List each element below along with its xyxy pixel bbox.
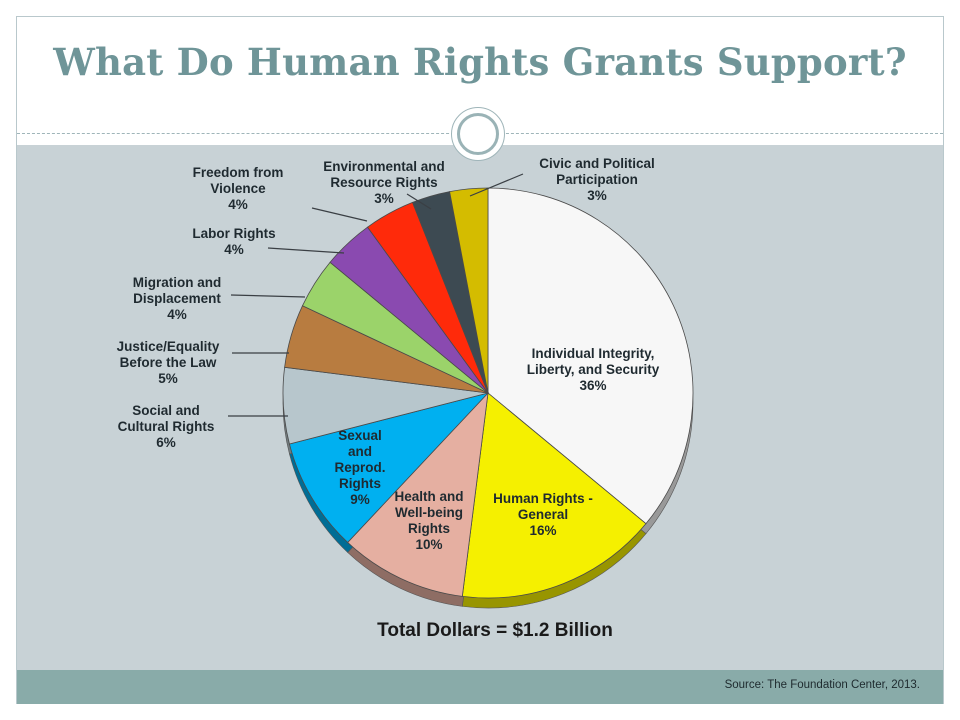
pie-slice-health-and-well-being-rights: [347, 391, 489, 597]
pie-slice-sexual-and-reprod-rights: [288, 392, 490, 544]
footer-band: [17, 670, 943, 704]
decorative-ring-inner: [457, 113, 499, 155]
leader-line-civic-and-political-participation: [469, 173, 524, 197]
pie-label-migration-and-displacement: Migration and Displacement 4%: [133, 275, 222, 322]
leader-line-freedom-from-violence: [311, 207, 368, 222]
leader-line-environmental-and-resource-rights: [406, 193, 432, 210]
leader-line-labor-rights: [267, 247, 345, 254]
leader-line-migration-and-displacement: [230, 294, 306, 298]
pie-label-human-rights-general: Human Rights -General 16%: [493, 491, 593, 538]
pie-leader-lines: [228, 173, 524, 417]
pie-slice-human-rights-general: [461, 392, 647, 599]
pie-label-environmental-and-resource-rights: Environmental and Resource Rights 3%: [323, 159, 445, 206]
pie-labels: Individual Integrity, Liberty, and Securi…: [117, 156, 660, 552]
pie-label-health-and-well-being-rights: Health and Well-being Rights 10%: [394, 489, 463, 552]
pie-slice-individual-integrity-liberty-and-security: [487, 187, 694, 525]
pie-label-civic-and-political-participation: Civic and Political Participation 3%: [539, 156, 655, 203]
source-note: Source: The Foundation Center, 2013.: [724, 679, 920, 691]
total-dollars: Total Dollars = $1.2 Billion: [377, 620, 613, 641]
slide-title: What Do Human Rights Grants Support?: [53, 40, 907, 84]
pie-label-social-and-cultural-rights: Social and Cultural Rights 6%: [118, 403, 215, 450]
pie-label-sexual-and-reprod-rights: Sexual and Reprod. Rights 9%: [334, 428, 385, 507]
pie-label-freedom-from-violence: Freedom from Violence 4%: [193, 165, 284, 212]
pie-slices: [282, 187, 694, 599]
pie-label-individual-integrity-liberty-and-security: Individual Integrity, Liberty, and Securi…: [527, 346, 660, 393]
pie-label-justice-equality-before-the-law: Justice/Equality Before the Law 5%: [117, 339, 220, 386]
pie-label-labor-rights: Labor Rights 4%: [192, 226, 275, 257]
